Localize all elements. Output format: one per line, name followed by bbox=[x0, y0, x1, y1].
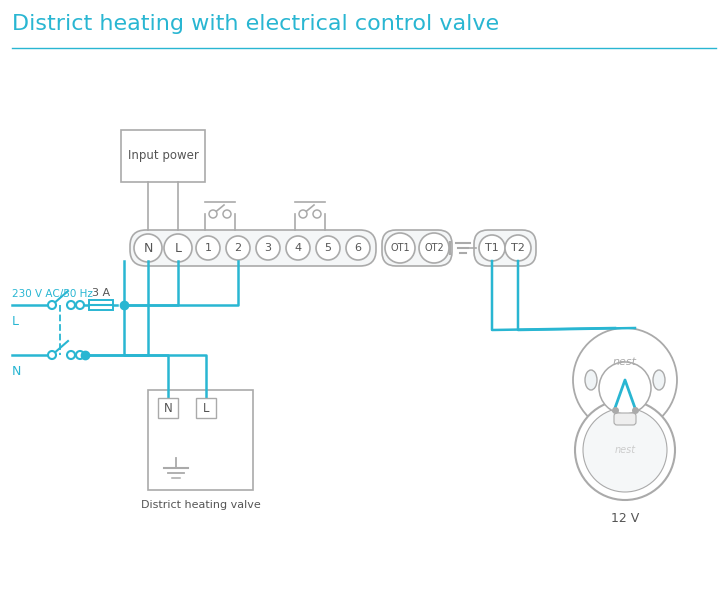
Text: OT1: OT1 bbox=[390, 243, 410, 253]
FancyBboxPatch shape bbox=[614, 413, 636, 425]
Text: nest: nest bbox=[614, 445, 636, 455]
Circle shape bbox=[164, 234, 192, 262]
Text: OT2: OT2 bbox=[424, 243, 444, 253]
FancyBboxPatch shape bbox=[158, 398, 178, 418]
Circle shape bbox=[48, 351, 56, 359]
Circle shape bbox=[385, 233, 415, 263]
Circle shape bbox=[76, 351, 84, 359]
Circle shape bbox=[76, 301, 84, 309]
Circle shape bbox=[223, 210, 231, 218]
Circle shape bbox=[316, 236, 340, 260]
Circle shape bbox=[67, 301, 75, 309]
Text: 3: 3 bbox=[264, 243, 272, 253]
Text: Input power: Input power bbox=[127, 150, 199, 163]
FancyBboxPatch shape bbox=[121, 130, 205, 182]
FancyBboxPatch shape bbox=[474, 230, 536, 266]
Text: 5: 5 bbox=[325, 243, 331, 253]
Text: L: L bbox=[203, 402, 209, 415]
Circle shape bbox=[299, 210, 307, 218]
Circle shape bbox=[599, 362, 651, 414]
Circle shape bbox=[575, 400, 675, 500]
Circle shape bbox=[256, 236, 280, 260]
Text: L: L bbox=[12, 315, 19, 328]
Text: District heating valve: District heating valve bbox=[141, 500, 261, 510]
Circle shape bbox=[573, 328, 677, 432]
Ellipse shape bbox=[653, 370, 665, 390]
Text: L: L bbox=[175, 242, 181, 254]
Text: 4: 4 bbox=[294, 243, 301, 253]
Circle shape bbox=[286, 236, 310, 260]
Text: N: N bbox=[143, 242, 153, 254]
Circle shape bbox=[419, 233, 449, 263]
Text: 1: 1 bbox=[205, 243, 212, 253]
Circle shape bbox=[313, 210, 321, 218]
Text: 12 V: 12 V bbox=[611, 512, 639, 525]
Text: nest: nest bbox=[613, 357, 637, 367]
Circle shape bbox=[48, 301, 56, 309]
FancyBboxPatch shape bbox=[382, 230, 452, 266]
Text: 3 A: 3 A bbox=[92, 288, 110, 298]
Circle shape bbox=[346, 236, 370, 260]
Circle shape bbox=[209, 210, 217, 218]
Text: N: N bbox=[164, 402, 173, 415]
Text: 2: 2 bbox=[234, 243, 242, 253]
FancyBboxPatch shape bbox=[130, 230, 376, 266]
Text: 6: 6 bbox=[355, 243, 362, 253]
Circle shape bbox=[67, 351, 75, 359]
Circle shape bbox=[505, 235, 531, 261]
Circle shape bbox=[196, 236, 220, 260]
Circle shape bbox=[479, 235, 505, 261]
Text: N: N bbox=[12, 365, 21, 378]
Circle shape bbox=[583, 408, 667, 492]
Ellipse shape bbox=[585, 370, 597, 390]
FancyBboxPatch shape bbox=[89, 300, 113, 310]
Text: District heating with electrical control valve: District heating with electrical control… bbox=[12, 14, 499, 34]
Text: 230 V AC/50 Hz: 230 V AC/50 Hz bbox=[12, 289, 93, 299]
Text: T1: T1 bbox=[485, 243, 499, 253]
Circle shape bbox=[226, 236, 250, 260]
Text: T2: T2 bbox=[511, 243, 525, 253]
FancyBboxPatch shape bbox=[196, 398, 216, 418]
FancyBboxPatch shape bbox=[148, 390, 253, 490]
Circle shape bbox=[134, 234, 162, 262]
